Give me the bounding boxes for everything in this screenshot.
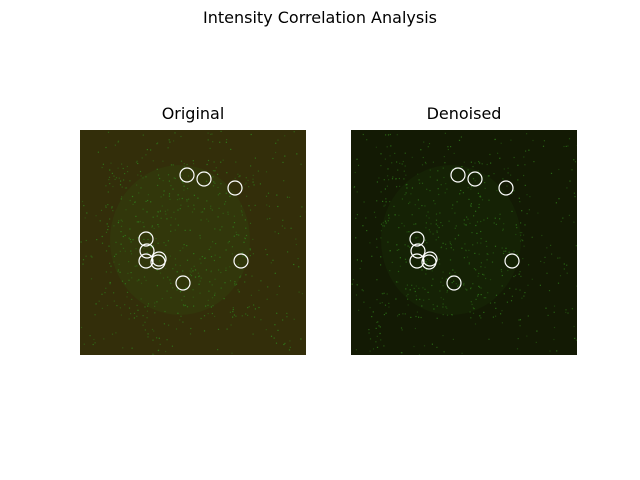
speckle-noise — [80, 130, 306, 355]
marker-circle — [233, 253, 249, 269]
denoised-image-canvas — [351, 130, 577, 355]
marker-circle — [175, 275, 191, 291]
panel-original-image — [80, 130, 306, 355]
marker-circle — [467, 171, 483, 187]
marker-circle — [196, 171, 212, 187]
marker-circle — [138, 253, 154, 269]
figure-title: Intensity Correlation Analysis — [203, 8, 437, 27]
signal-region — [381, 165, 521, 315]
panel-title-original: Original — [161, 104, 225, 123]
marker-circle — [446, 275, 462, 291]
marker-circle — [450, 167, 466, 183]
marker-circle — [410, 243, 426, 259]
marker-circle — [409, 231, 425, 247]
image-background — [80, 130, 306, 355]
image-background — [351, 130, 577, 355]
marker-circle — [139, 243, 155, 259]
panel-title-denoised: Denoised — [426, 104, 502, 123]
marker-circle — [138, 231, 154, 247]
speckle-noise — [351, 132, 577, 355]
marker-circle — [150, 254, 166, 270]
panel-denoised-image — [351, 130, 577, 355]
marker-circle — [498, 180, 514, 196]
marker-circle — [227, 180, 243, 196]
marker-circle — [179, 167, 195, 183]
marker-circle — [421, 254, 437, 270]
original-image-canvas — [80, 130, 306, 355]
marker-circle — [504, 253, 520, 269]
marker-circle — [409, 253, 425, 269]
